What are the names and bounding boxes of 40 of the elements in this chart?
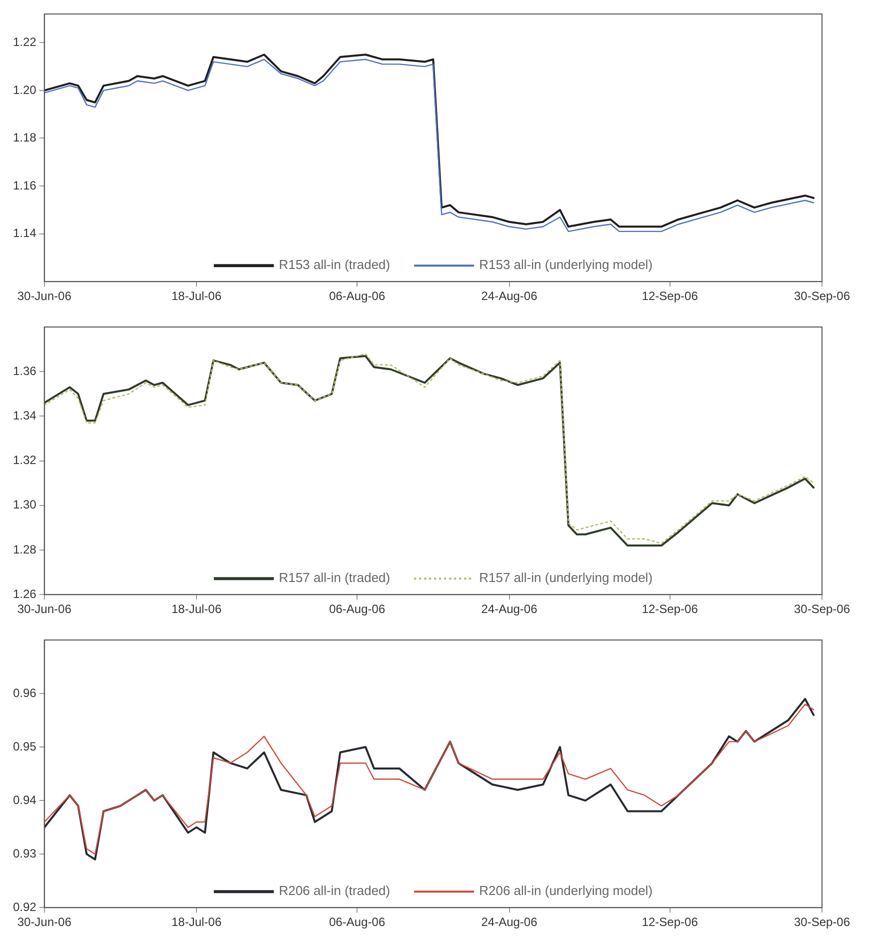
- x-tick-label: 30-Jun-06: [17, 915, 72, 930]
- x-tick-label: 06-Aug-06: [329, 602, 386, 616]
- x-tick-label: 24-Aug-06: [481, 915, 538, 930]
- x-tick-label: 12-Sep-06: [642, 602, 698, 616]
- y-tick-label: 1.16: [12, 178, 37, 192]
- x-tick-label: 18-Jul-06: [171, 915, 222, 930]
- y-tick-label: 1.30: [12, 498, 37, 512]
- y-tick-label: 0.95: [12, 739, 37, 754]
- x-tick-label: 06-Aug-06: [329, 289, 386, 304]
- legend-label: R157 all-in (traded): [278, 570, 390, 586]
- y-tick-label: 0.93: [12, 846, 37, 860]
- x-tick-label: 24-Aug-06: [481, 289, 538, 304]
- x-tick-label: 12-Sep-06: [642, 289, 698, 304]
- y-tick-label: 1.14: [12, 226, 37, 240]
- legend-label: R206 all-in (underlying model): [479, 883, 653, 898]
- y-tick-label: 1.20: [12, 82, 37, 97]
- y-tick-label: 1.18: [12, 130, 37, 145]
- x-tick-label: 30-Jun-06: [17, 602, 72, 616]
- x-tick-label: 06-Aug-06: [329, 915, 386, 930]
- y-tick-label: 1.36: [12, 364, 37, 378]
- x-tick-label: 18-Jul-06: [171, 602, 222, 616]
- y-tick-label: 1.22: [12, 34, 37, 49]
- x-tick-label: 24-Aug-06: [481, 602, 538, 616]
- y-tick-label: 0.96: [12, 686, 37, 700]
- x-tick-label: 30-Sep-06: [794, 289, 850, 304]
- y-tick-label: 1.34: [12, 408, 37, 423]
- x-tick-label: 30-Sep-06: [794, 602, 850, 616]
- legend-label: R206 all-in (traded): [278, 883, 390, 898]
- x-tick-label: 30-Sep-06: [794, 915, 850, 930]
- y-tick-label: 0.92: [12, 900, 37, 914]
- x-tick-label: 12-Sep-06: [642, 915, 698, 930]
- y-tick-label: 0.94: [12, 792, 37, 807]
- y-tick-label: 1.28: [12, 542, 37, 556]
- legend-label: R153 all-in (traded): [278, 257, 390, 272]
- x-tick-label: 18-Jul-06: [171, 289, 222, 304]
- legend-label: R157 all-in (underlying model): [479, 570, 653, 586]
- x-tick-label: 30-Jun-06: [17, 289, 72, 304]
- y-tick-label: 1.26: [12, 586, 37, 601]
- legend-label: R153 all-in (underlying model): [479, 257, 653, 272]
- y-tick-label: 1.32: [12, 453, 37, 468]
